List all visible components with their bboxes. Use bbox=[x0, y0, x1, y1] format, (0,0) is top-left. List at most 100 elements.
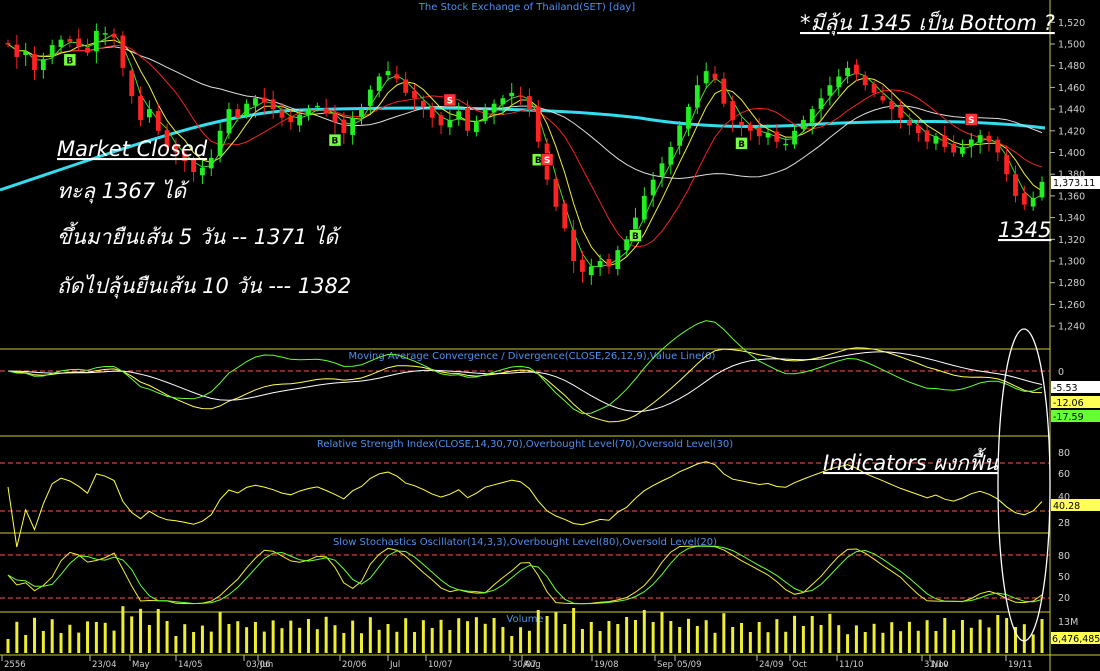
volume-bar bbox=[298, 627, 302, 653]
volume-bar bbox=[686, 618, 690, 653]
candle-body bbox=[871, 83, 877, 93]
volume-bar bbox=[854, 625, 858, 653]
volume-bar bbox=[987, 627, 991, 653]
candle bbox=[641, 187, 647, 223]
macd-lines bbox=[7, 320, 1043, 423]
volume-bar bbox=[916, 630, 920, 653]
volume-last-box bbox=[1051, 632, 1100, 644]
volume-bars bbox=[6, 606, 1044, 653]
candle-body bbox=[527, 96, 532, 110]
indicator-highlight-ellipse bbox=[997, 328, 1051, 642]
signal-box bbox=[629, 229, 642, 242]
candle bbox=[1021, 185, 1027, 211]
candle bbox=[1013, 165, 1018, 203]
candle-body bbox=[341, 119, 347, 133]
candle bbox=[208, 149, 214, 176]
price-tick-label: 1,460 bbox=[1058, 83, 1085, 94]
candle-body bbox=[597, 261, 603, 268]
candle bbox=[279, 102, 285, 127]
volume-bar bbox=[969, 627, 973, 653]
volume-bar bbox=[112, 630, 116, 653]
candle-body bbox=[765, 132, 771, 138]
volume-bar bbox=[501, 627, 505, 653]
volume-bar bbox=[24, 635, 28, 653]
volume-bar bbox=[960, 620, 964, 653]
candle bbox=[509, 83, 515, 107]
candle bbox=[783, 137, 789, 151]
rsi-tick-40: 40 bbox=[1058, 492, 1070, 503]
candle-body bbox=[924, 130, 930, 142]
candle bbox=[977, 129, 983, 154]
volume-bar bbox=[457, 618, 461, 653]
volume-bar bbox=[899, 631, 903, 653]
bottom-question-note: *มีลุ้น 1345 เป็น Bottom ? bbox=[800, 10, 1055, 36]
candle-body bbox=[244, 103, 250, 116]
candle bbox=[960, 139, 965, 158]
date-tick-label: 2556 bbox=[4, 660, 26, 670]
stoch-tick-50: 50 bbox=[1058, 572, 1070, 583]
volume-bar bbox=[324, 616, 328, 653]
candle bbox=[332, 104, 338, 135]
volume-bar bbox=[642, 610, 646, 653]
candle bbox=[898, 99, 903, 129]
candle-body bbox=[995, 139, 1001, 153]
candle-body bbox=[977, 135, 983, 143]
volume-bar bbox=[589, 622, 593, 653]
candle-body bbox=[447, 119, 453, 128]
volume-bar bbox=[492, 618, 496, 653]
date-tick-label: 19/11 bbox=[1008, 660, 1033, 670]
candle-body bbox=[739, 121, 744, 126]
candle-body bbox=[571, 229, 577, 261]
candle bbox=[562, 200, 568, 232]
candle-body bbox=[5, 42, 11, 45]
candle bbox=[535, 99, 541, 149]
candle-body bbox=[518, 95, 523, 97]
volume-bar bbox=[421, 620, 425, 653]
candle-body bbox=[147, 109, 152, 118]
price-tick-label: 1,300 bbox=[1058, 257, 1085, 268]
candle bbox=[182, 149, 188, 173]
candle bbox=[712, 66, 718, 84]
candle-body bbox=[394, 74, 400, 79]
candle bbox=[403, 71, 409, 97]
candle bbox=[350, 111, 356, 145]
signal-label: B bbox=[66, 56, 73, 66]
candle bbox=[491, 99, 497, 125]
candle bbox=[297, 109, 303, 132]
candle-body bbox=[1039, 181, 1045, 198]
candle-body bbox=[191, 159, 196, 173]
volume-bar bbox=[846, 634, 850, 653]
sell-signal: S bbox=[540, 153, 554, 166]
candle bbox=[747, 121, 753, 141]
buy-signal: B bbox=[735, 137, 748, 150]
volume-bar bbox=[810, 616, 814, 653]
candle bbox=[774, 124, 780, 149]
candle bbox=[253, 94, 258, 118]
candle bbox=[686, 103, 691, 137]
candle-body bbox=[32, 54, 37, 71]
date-tick-label: 23/04 bbox=[92, 660, 117, 670]
signal-box bbox=[735, 137, 748, 150]
macd-panel-title: Moving Average Convergence / Divergence(… bbox=[349, 351, 716, 362]
price-tick-label: 1,240 bbox=[1058, 322, 1085, 333]
candle-body bbox=[580, 259, 585, 272]
candle-body bbox=[14, 44, 20, 58]
volume-bar bbox=[881, 632, 885, 653]
candle-body bbox=[703, 71, 709, 84]
candle-body bbox=[67, 39, 73, 42]
volume-bar bbox=[103, 622, 107, 653]
price-tick-label: 1,320 bbox=[1058, 235, 1085, 246]
price-tick-label: 1,480 bbox=[1058, 61, 1085, 72]
signal-last-box bbox=[1051, 396, 1100, 408]
volume-last-label: 6,476,485 bbox=[1052, 634, 1100, 645]
date-tick-label: Oct bbox=[792, 660, 807, 670]
candle bbox=[14, 34, 20, 69]
candle-body bbox=[500, 98, 506, 105]
volume-bar bbox=[616, 624, 620, 653]
candle bbox=[482, 103, 488, 125]
ma-yellow-path bbox=[7, 39, 1043, 266]
signal-box bbox=[328, 133, 342, 147]
candle-body bbox=[1004, 155, 1010, 175]
candle-body bbox=[164, 130, 170, 148]
volume-bar bbox=[934, 631, 938, 653]
